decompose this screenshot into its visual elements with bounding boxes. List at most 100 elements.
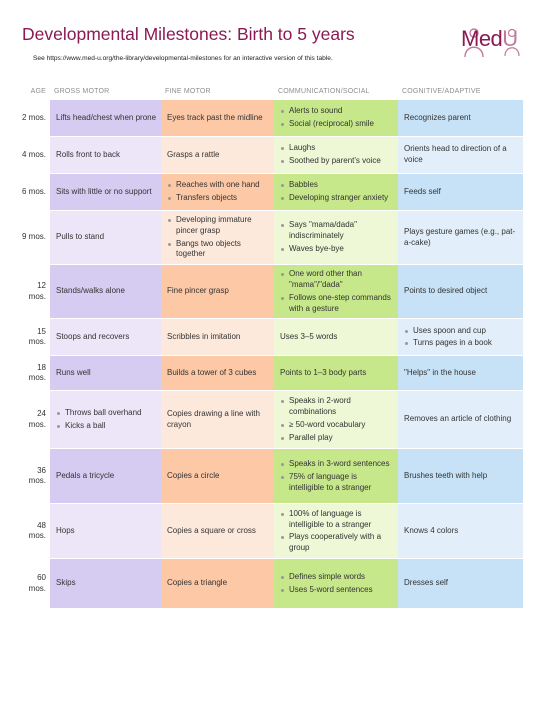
communication-social-cell: Defines simple words Uses 5-word sentence… xyxy=(274,559,398,610)
logo-text-accent: U xyxy=(502,26,518,51)
column-header-communication-social: COMMUNICATION/SOCIAL xyxy=(278,87,370,95)
milestone-text: Dresses self xyxy=(404,578,449,588)
milestone-text: Copies a triangle xyxy=(167,578,228,588)
milestone-list: Reaches with one hand Transfers objects xyxy=(167,180,270,204)
milestone-text: Rolls front to back xyxy=(56,149,121,159)
milestone-item: Follows one-step commands with a gesture xyxy=(280,293,394,315)
milestone-list: Developing immature pincer grasp Bangs tw… xyxy=(167,215,270,260)
milestone-item: Throws ball overhand xyxy=(56,408,157,419)
cognitive-adaptive-cell: Feeds self xyxy=(398,174,523,211)
page-subtitle: See https://www.med-u.org/the-library/de… xyxy=(33,55,333,62)
communication-social-cell: Speaks in 2-word combinations ≥ 50-word v… xyxy=(274,391,398,450)
communication-social-cell: Laughs Soothed by parent's voice xyxy=(274,137,398,174)
communication-social-cell: Uses 3–5 words xyxy=(274,319,398,357)
milestone-item: 75% of language is intelligible to a str… xyxy=(280,472,394,494)
milestone-list: Throws ball overhand Kicks a ball xyxy=(56,408,157,432)
milestone-list: Says "mama/dada" indiscriminately Waves b… xyxy=(280,220,394,254)
milestone-item: Parallel play xyxy=(280,433,394,444)
table-row: 48 mos. Hops Copies a square or cross 100% … xyxy=(16,504,523,560)
fine-motor-cell: Fine pincer grasp xyxy=(161,265,274,320)
milestone-item: Plays cooperatively with a group xyxy=(280,532,394,554)
fine-motor-cell: Eyes track past the midline xyxy=(161,100,274,137)
milestone-text: Skips xyxy=(56,578,76,588)
fine-motor-cell: Copies a triangle xyxy=(161,559,274,610)
gross-motor-cell: Lifts head/chest when prone xyxy=(50,100,161,137)
milestone-item: Kicks a ball xyxy=(56,421,157,432)
fine-motor-cell: Builds a tower of 3 cubes xyxy=(161,356,274,392)
column-header-cognitive-adaptive: COGNITIVE/ADAPTIVE xyxy=(402,87,481,95)
gross-motor-cell: Runs well xyxy=(50,356,161,392)
milestone-item: Uses 5-word sentences xyxy=(280,585,394,596)
milestone-list: Babbles Developing stranger anxiety xyxy=(280,180,394,204)
cognitive-adaptive-cell: Recognizes parent xyxy=(398,100,523,137)
table-row: 36 mos. Pedals a tricycle Copies a circle S… xyxy=(16,449,523,505)
communication-social-cell: Points to 1–3 body parts xyxy=(274,356,398,392)
milestone-text: Copies a circle xyxy=(167,470,220,480)
table-row: 6 mos. Sits with little or no support Reac… xyxy=(16,174,523,211)
milestone-text: Stands/walks alone xyxy=(56,286,125,296)
milestone-text: Knows 4 colors xyxy=(404,525,459,535)
gross-motor-cell: Stands/walks alone xyxy=(50,265,161,320)
milestone-list: Speaks in 2-word combinations ≥ 50-word v… xyxy=(280,396,394,443)
milestone-list: Uses spoon and cup Turns pages in a book xyxy=(404,326,519,350)
age-cell: 36 mos. xyxy=(16,449,50,505)
milestone-item: Speaks in 3-word sentences xyxy=(280,459,394,470)
milestone-item: One word other than "mama"/"dada" xyxy=(280,269,394,291)
age-cell: 9 mos. xyxy=(16,211,50,266)
milestone-text: Fine pincer grasp xyxy=(167,286,229,296)
gross-motor-cell: Skips xyxy=(50,559,161,610)
milestone-item: Says "mama/dada" indiscriminately xyxy=(280,220,394,242)
milestone-text: Pedals a tricycle xyxy=(56,470,115,480)
table-row: 9 mos. Pulls to stand Developing immature … xyxy=(16,211,523,266)
age-cell: 12 mos. xyxy=(16,265,50,320)
age-cell: 2 mos. xyxy=(16,100,50,137)
page-title: Developmental Milestones: Birth to 5 yea… xyxy=(22,24,355,44)
communication-social-cell: Speaks in 3-word sentences 75% of languag… xyxy=(274,449,398,505)
column-header-gross-motor: GROSS MOTOR xyxy=(54,87,110,95)
medu-logo: MedU xyxy=(458,22,526,68)
logo-figure-icon xyxy=(464,28,520,58)
milestone-text: "Helps" in the house xyxy=(404,367,476,377)
cognitive-adaptive-cell: Uses spoon and cup Turns pages in a book xyxy=(398,319,523,357)
milestone-item: Transfers objects xyxy=(167,193,270,204)
table-row: 12 mos. Stands/walks alone Fine pincer gra… xyxy=(16,265,523,320)
table-header-row: AGE GROSS MOTOR FINE MOTOR COMMUNICATION… xyxy=(16,82,523,100)
cognitive-adaptive-cell: "Helps" in the house xyxy=(398,356,523,392)
communication-social-cell: 100% of language is intelligible to a st… xyxy=(274,504,398,560)
milestone-item: Uses spoon and cup xyxy=(404,326,519,337)
gross-motor-cell: Stoops and recovers xyxy=(50,319,161,357)
milestone-item: 100% of language is intelligible to a st… xyxy=(280,509,394,531)
milestone-text: Scribbles in imitation xyxy=(167,331,241,341)
communication-social-cell: Says "mama/dada" indiscriminately Waves b… xyxy=(274,211,398,266)
age-cell: 24 mos. xyxy=(16,391,50,450)
fine-motor-cell: Reaches with one hand Transfers objects xyxy=(161,174,274,211)
milestone-item: Bangs two objects together xyxy=(167,239,270,261)
table-row: 15 mos. Stoops and recovers Scribbles in i… xyxy=(16,319,523,357)
column-header-fine-motor: FINE MOTOR xyxy=(165,87,211,95)
milestone-text: Uses 3–5 words xyxy=(280,331,338,341)
age-cell: 6 mos. xyxy=(16,174,50,211)
milestone-text: Sits with little or no support xyxy=(56,186,152,196)
fine-motor-cell: Copies a circle xyxy=(161,449,274,505)
milestone-text: Points to desired object xyxy=(404,286,488,296)
table-row: 18 mos. Runs well Builds a tower of 3 cube… xyxy=(16,356,523,392)
milestone-text: Recognizes parent xyxy=(404,112,471,122)
milestone-list: Laughs Soothed by parent's voice xyxy=(280,143,394,167)
milestone-text: Feeds self xyxy=(404,186,441,196)
fine-motor-cell: Developing immature pincer grasp Bangs tw… xyxy=(161,211,274,266)
milestone-text: Grasps a rattle xyxy=(167,149,220,159)
milestone-text: Lifts head/chest when prone xyxy=(56,112,157,122)
milestone-text: Points to 1–3 body parts xyxy=(280,367,367,377)
milestone-item: Soothed by parent's voice xyxy=(280,156,394,167)
cognitive-adaptive-cell: Dresses self xyxy=(398,559,523,610)
milestone-item: ≥ 50-word vocabulary xyxy=(280,420,394,431)
milestone-item: Speaks in 2-word combinations xyxy=(280,396,394,418)
milestone-text: Copies drawing a line with crayon xyxy=(167,409,260,429)
gross-motor-cell: Throws ball overhand Kicks a ball xyxy=(50,391,161,450)
logo-text-main: Med xyxy=(461,26,503,51)
cognitive-adaptive-cell: Orients head to direction of a voice xyxy=(398,137,523,174)
fine-motor-cell: Scribbles in imitation xyxy=(161,319,274,357)
cognitive-adaptive-cell: Knows 4 colors xyxy=(398,504,523,560)
milestone-item: Turns pages in a book xyxy=(404,338,519,349)
age-cell: 15 mos. xyxy=(16,319,50,357)
